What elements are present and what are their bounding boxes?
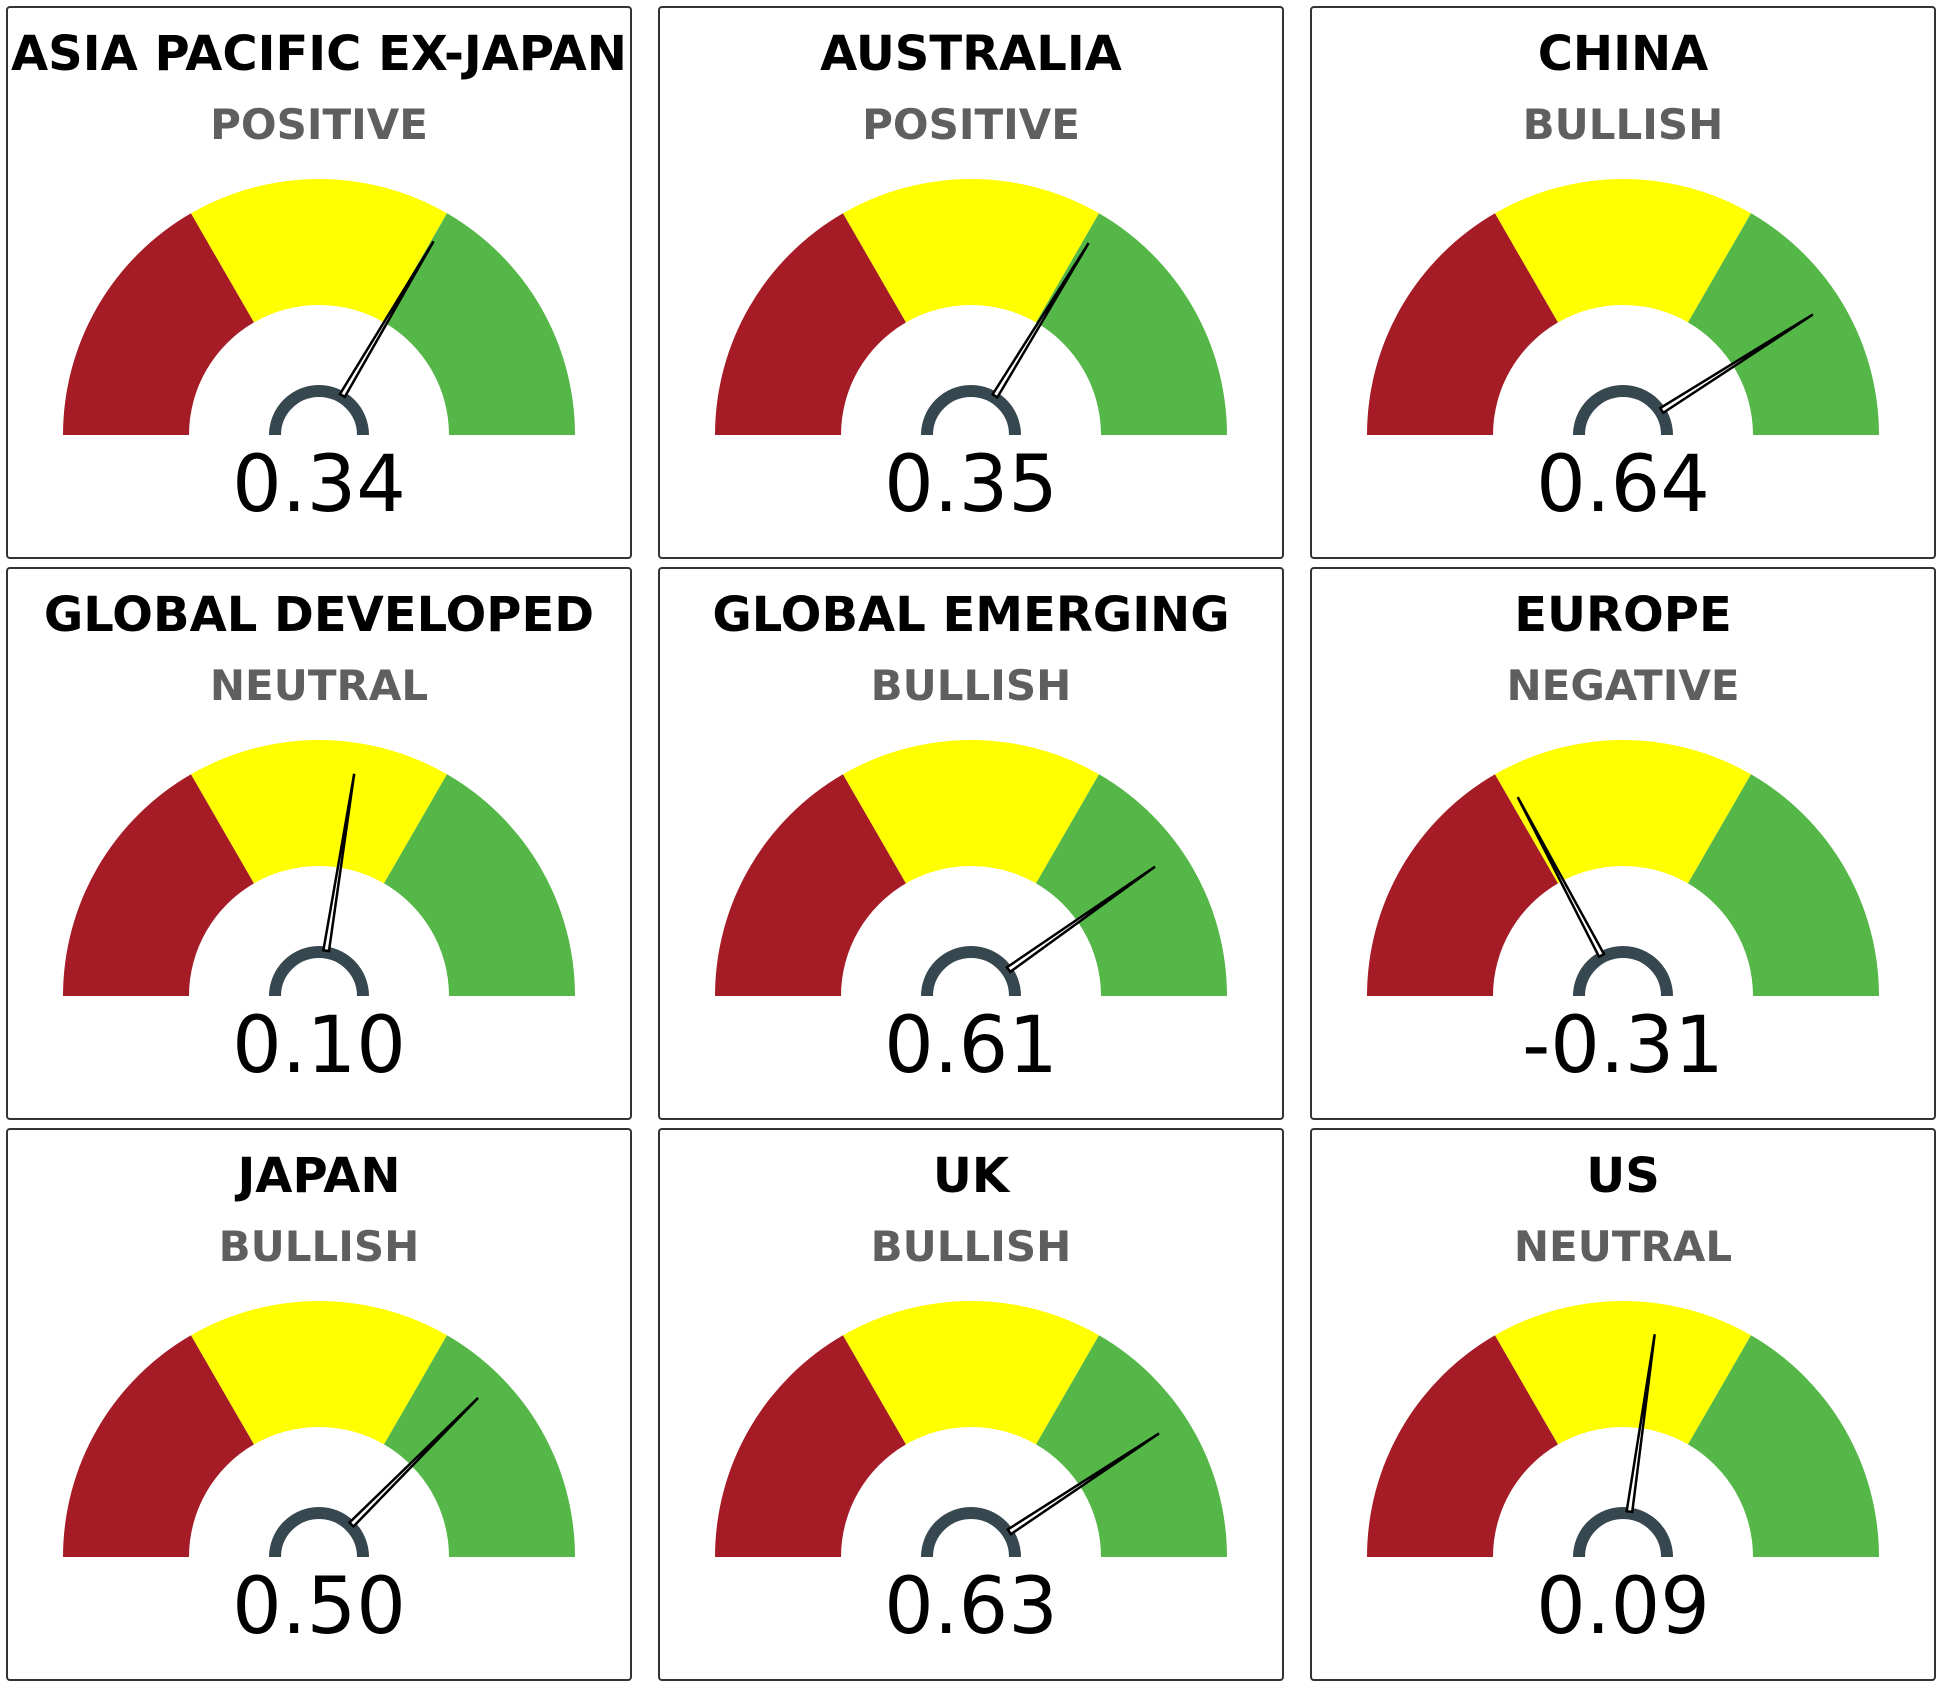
gauge-dial [1367,179,1879,436]
gauge-sentiment: BULLISH [870,1222,1072,1271]
gauge-title: GLOBAL DEVELOPED [43,587,595,643]
gauge-band-negative [63,213,254,435]
gauge-band-negative [1367,774,1558,996]
gauge-card-global-developed: GLOBAL DEVELOPED NEUTRAL 0.10 [6,567,632,1120]
gauge-band-neutral [1495,740,1751,884]
gauge-band-positive [384,774,575,996]
gauge-band-neutral [843,740,1099,884]
gauge-dial [1367,740,1879,997]
gauge-dial [715,1301,1227,1558]
gauge-dial [715,740,1227,997]
gauge-title: ASIA PACIFIC EX-JAPAN [11,26,627,82]
gauge-dial [715,179,1227,436]
gauge-card-japan: JAPAN BULLISH 0.50 [6,1128,632,1681]
gauge-grid: ASIA PACIFIC EX-JAPAN POSITIVE 0.34 AUST… [6,6,1936,1681]
gauge-value: -0.31 [1522,1001,1724,1091]
gauge-sentiment: BULLISH [218,1222,420,1271]
gauge-sentiment: BULLISH [1522,100,1724,149]
gauge-hub [1573,946,1673,997]
gauge-band-positive [384,213,575,435]
gauge-card-asia-pacific-ex-japan: ASIA PACIFIC EX-JAPAN POSITIVE 0.34 [6,6,632,559]
gauge-hub [269,385,369,436]
gauge-band-neutral [191,1301,447,1445]
gauge-hub [921,946,1021,997]
gauge-band-neutral [191,740,447,884]
gauge-band-neutral [1495,1301,1751,1445]
gauge-needle [1625,1334,1656,1514]
gauge-sentiment: NEGATIVE [1506,661,1740,710]
gauge-title: JAPAN [237,1148,401,1204]
gauge-band-neutral [191,179,447,323]
gauge-needle [1006,1432,1160,1536]
gauge-title: CHINA [1537,26,1709,82]
gauge-band-neutral [843,1301,1099,1445]
gauge-value: 0.34 [232,440,406,530]
gauge-band-positive [1036,1335,1227,1557]
gauge-hub [269,946,369,997]
gauge-needle [347,1397,479,1529]
gauge-sentiment: POSITIVE [210,100,428,149]
gauge-needle [1658,313,1814,415]
gauge-sentiment: NEUTRAL [1513,1222,1733,1271]
gauge-title: UK [932,1148,1010,1204]
gauge-hub [921,385,1021,436]
gauge-hub [269,1507,369,1558]
gauge-dial [63,179,575,436]
gauge-card-australia: AUSTRALIA POSITIVE 0.35 [658,6,1284,559]
gauge-card-china: CHINA BULLISH 0.64 [1310,6,1936,559]
gauge-card-global-emerging: GLOBAL EMERGING BULLISH 0.61 [658,567,1284,1120]
gauge-band-neutral [843,179,1099,323]
gauge-band-negative [63,1335,254,1557]
gauge-card-europe: EUROPE NEGATIVE -0.31 [1310,567,1936,1120]
gauge-value: 0.63 [884,1562,1058,1652]
gauge-needle [1516,796,1606,959]
gauge-band-negative [1367,213,1558,435]
gauge-needle [1005,865,1156,974]
gauge-value: 0.64 [1536,440,1710,530]
gauge-sentiment: POSITIVE [862,100,1080,149]
gauge-band-positive [1688,774,1879,996]
gauge-dial [63,1301,575,1558]
gauge-needle [338,240,435,399]
gauge-value: 0.61 [884,1001,1058,1091]
gauge-band-negative [715,213,906,435]
gauge-card-us: US NEUTRAL 0.09 [1310,1128,1936,1681]
gauge-dial [63,740,575,997]
gauge-value: 0.10 [232,1001,406,1091]
gauge-value: 0.35 [884,440,1058,530]
gauge-sentiment: NEUTRAL [209,661,429,710]
gauge-dial [1367,1301,1879,1558]
gauge-title: US [1586,1148,1660,1204]
gauge-band-negative [1367,1335,1558,1557]
gauge-title: EUROPE [1514,587,1732,643]
gauge-band-negative [715,774,906,996]
gauge-needle [321,773,356,953]
gauge-hub [1573,385,1673,436]
gauge-value: 0.50 [232,1562,406,1652]
gauge-band-positive [1688,1335,1879,1557]
gauge-needle [990,242,1090,400]
gauge-band-negative [715,1335,906,1557]
gauge-sentiment: BULLISH [870,661,1072,710]
gauge-value: 0.09 [1536,1562,1710,1652]
gauge-title: AUSTRALIA [820,26,1122,82]
gauge-band-neutral [1495,179,1751,323]
gauge-band-negative [63,774,254,996]
gauge-hub [1573,1507,1673,1558]
gauge-title: GLOBAL EMERGING [712,587,1230,643]
gauge-card-uk: UK BULLISH 0.63 [658,1128,1284,1681]
gauge-hub [921,1507,1021,1558]
gauge-band-positive [1036,213,1227,435]
gauge-band-positive [384,1335,575,1557]
gauge-band-positive [1688,213,1879,435]
